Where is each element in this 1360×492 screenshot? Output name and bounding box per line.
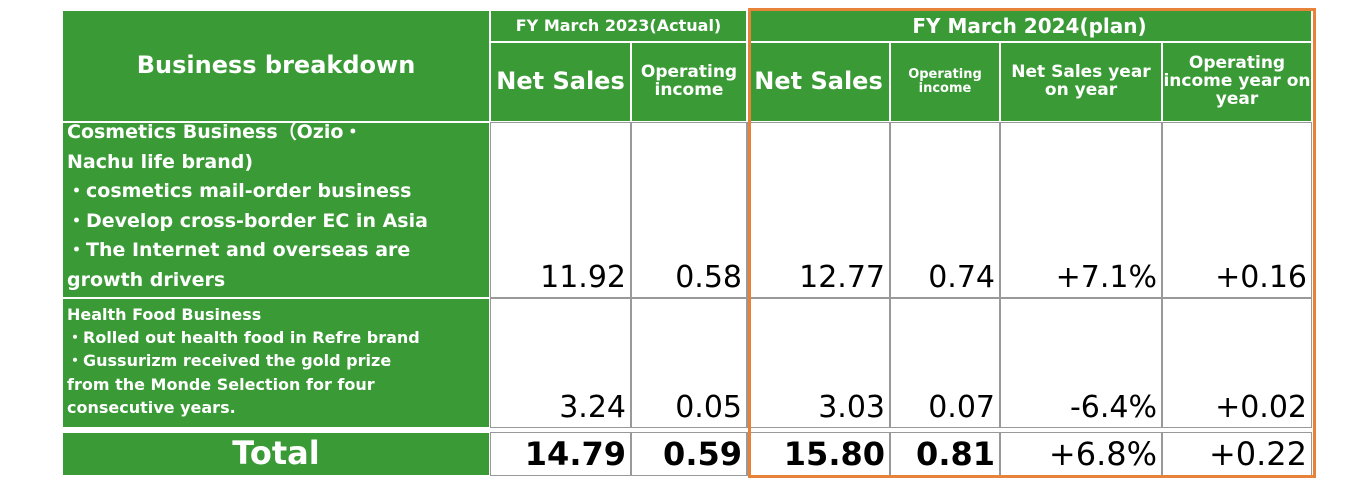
value-cell: 0.74	[890, 122, 1000, 298]
total-label: Total	[62, 432, 490, 476]
total-cell: 0.81	[890, 432, 1000, 476]
total-cell: 14.79	[490, 432, 631, 476]
total-cell: +0.22	[1162, 432, 1312, 476]
total-cell: +6.8%	[1000, 432, 1162, 476]
column-header: Net Sales	[747, 42, 890, 122]
column-header: Operating income	[631, 42, 747, 122]
group-header: FY March 2023(Actual)	[490, 10, 747, 42]
description-line: ・Develop cross-border EC in Asia	[67, 209, 428, 232]
value-cell: 11.92	[490, 122, 631, 298]
group-header: FY March 2024(plan)	[747, 10, 1312, 42]
value-cell: +7.1%	[1000, 122, 1162, 298]
total-cell: 15.80	[747, 432, 890, 476]
description-line: growth drivers	[67, 268, 226, 291]
value-cell: 3.03	[747, 298, 890, 428]
header-title: Business breakdown	[62, 10, 490, 122]
value-cell: +0.02	[1162, 298, 1312, 428]
description-line: Health Food Business	[67, 305, 262, 324]
value-cell: 0.58	[631, 122, 747, 298]
value-cell: -6.4%	[1000, 298, 1162, 428]
description-line: ・The Internet and overseas are	[67, 239, 411, 262]
column-header: Operating income	[890, 42, 1000, 122]
value-cell: 3.24	[490, 298, 631, 428]
value-cell: +0.16	[1162, 122, 1312, 298]
column-header: Net Sales year on year	[1000, 42, 1162, 122]
description-line: from the Monde Selection for four	[67, 374, 375, 394]
description-line: ・Rolled out health food in Refre brand	[67, 328, 420, 348]
description-line: consecutive years.	[67, 397, 236, 417]
description-line: ・cosmetics mail-order business	[67, 180, 412, 203]
description-line: Nachu life brand)	[67, 150, 254, 173]
description-line: Cosmetics Business（Ozio・	[67, 121, 363, 144]
value-cell: 0.07	[890, 298, 1000, 428]
row-description: Cosmetics Business（Ozio・ Nachu life brand…	[62, 121, 490, 298]
value-cell: 0.05	[631, 298, 747, 428]
row-description: Health Food Business ・Rolled out health f…	[62, 298, 490, 428]
description-line: ・Gussurizm received the gold prize	[67, 351, 392, 371]
column-header: Net Sales	[490, 42, 631, 122]
value-cell: 12.77	[747, 122, 890, 298]
column-header: Operating income year on year	[1162, 42, 1312, 122]
total-cell: 0.59	[631, 432, 747, 476]
